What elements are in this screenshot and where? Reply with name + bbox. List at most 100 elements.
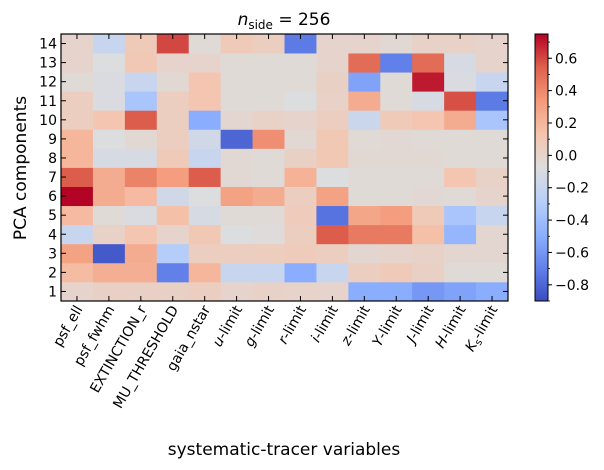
heatmap-cell [220,224,253,245]
heatmap-cell [348,53,381,73]
colorbar-tick-label: 0.6 [555,51,577,67]
heatmap-cell [476,262,509,283]
chart-title: nside = 256 [238,10,331,32]
heatmap-cell [92,110,126,130]
heatmap-cell [61,262,94,283]
heatmap-cell [156,224,190,245]
colorbar-tick-label: −0.6 [555,245,589,261]
heatmap-cell [92,53,126,73]
heatmap-cell [124,167,158,187]
heatmap-cell [220,167,253,187]
heatmap-cell [284,281,317,302]
heatmap-cell [156,91,190,111]
heatmap-cell [220,91,253,111]
heatmap-cell [252,224,285,245]
heatmap-cell [476,91,509,111]
heatmap-cell [220,186,253,207]
heatmap-cell [380,186,413,207]
heatmap-cell [412,148,445,168]
heatmap-cell [476,34,509,54]
heatmap-cell [316,34,349,54]
heatmap-cell [124,186,158,207]
heatmap-cell [412,34,445,54]
heatmap-cell [316,167,349,187]
heatmap-cell [348,34,381,54]
heatmap-cell [444,224,477,245]
heatmap-cell [220,72,253,92]
heatmap-cell [124,224,158,245]
heatmap-cell [284,148,317,168]
heatmap-cell [316,129,349,149]
heatmap-cell [92,91,126,111]
heatmap-cell [220,110,253,130]
heatmap-cell [188,205,222,226]
heatmap-cell [61,186,94,207]
y-tick-label: 2 [48,265,57,281]
heatmap-cell [156,243,190,264]
heatmap-cell [61,281,94,302]
heatmap-cell [284,243,317,264]
heatmap-cell [252,148,285,168]
heatmap-cell [61,72,94,92]
heatmap-cell [412,167,445,187]
heatmap-cell [444,72,477,92]
heatmap-cell [412,72,445,92]
heatmap-cell [476,281,509,302]
heatmap-cell [124,53,158,73]
heatmap-cell [476,186,509,207]
y-tick-label: 4 [48,227,57,243]
y-tick-label: 5 [48,208,57,224]
y-tick-label: 8 [48,151,57,167]
heatmap-cell [444,243,477,264]
heatmap-cell [220,243,253,264]
heatmap-cell [156,205,190,226]
heatmap-cell [412,53,445,73]
heatmap-cell [188,129,222,149]
heatmap-cell [156,129,190,149]
heatmap-cell [444,34,477,54]
heatmap-cell [92,262,126,283]
heatmap-cell [348,167,381,187]
heatmap-cell [61,224,94,245]
heatmap-cell [284,262,317,283]
heatmap-cell [252,34,285,54]
heatmap-cell [188,91,222,111]
heatmap-cell [188,110,222,130]
heatmap-cell [476,205,509,226]
heatmap-cell [188,224,222,245]
heatmap-cell [316,72,349,92]
heatmap-cell [92,224,126,245]
colorbar-tick-label: 0.2 [555,116,577,132]
heatmap-cell [380,281,413,302]
x-tick-label: z-limit [338,303,374,350]
heatmap-cell [220,281,253,302]
heatmap-cell [476,129,509,149]
heatmap-cell [444,110,477,130]
y-tick-label: 11 [39,94,57,110]
heatmap-cell [444,148,477,168]
y-tick-label: 6 [48,189,57,205]
heatmap-cell [156,167,190,187]
heatmap-cell [412,281,445,302]
y-tick-label: 13 [39,56,57,72]
heatmap-cell [316,148,349,168]
heatmap-cell [188,53,222,73]
heatmap-cell [61,148,94,168]
heatmap-cell [124,129,158,149]
heatmap-cell [124,91,158,111]
heatmap-cell [412,110,445,130]
heatmap-cell [92,186,126,207]
heatmap-cell [252,110,285,130]
heatmap-cell [156,281,190,302]
heatmap-cell [92,148,126,168]
heatmap-cell [61,205,94,226]
heatmap-cell [156,148,190,168]
heatmap-cell [61,167,94,187]
heatmap-cell [476,167,509,187]
heatmap-cell [316,243,349,264]
heatmap-cell [61,53,94,73]
heatmap-cell [252,205,285,226]
heatmap-cell [188,72,222,92]
heatmap-cell [380,224,413,245]
